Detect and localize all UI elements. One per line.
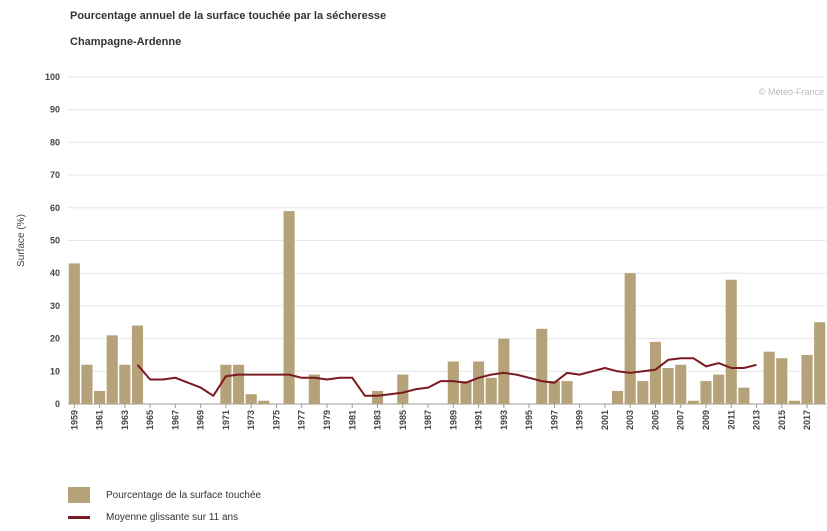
x-tick-label: 2005: [650, 410, 660, 430]
x-tick-label: 1973: [246, 410, 256, 430]
x-tick-label: 1965: [145, 410, 155, 430]
x-tick-label: 1977: [297, 410, 307, 430]
bar: [220, 364, 232, 404]
bar: [308, 374, 320, 404]
x-tick-label: 1997: [549, 410, 559, 430]
y-axis-label: Surface (%): [16, 214, 27, 267]
y-tick-label: 100: [45, 72, 60, 82]
chart-title: Pourcentage annuel de la surface touchée…: [70, 10, 387, 22]
legend-item-bars[interactable]: Pourcentage de la surface touchée: [68, 484, 261, 506]
x-tick-label: 1993: [499, 410, 509, 430]
y-tick-label: 30: [50, 301, 60, 311]
chart-subtitle: Champagne-Ardenne: [70, 36, 182, 48]
bar: [397, 374, 409, 404]
bar: [258, 400, 270, 404]
x-tick-label: 2009: [701, 410, 711, 430]
y-tick-label: 90: [50, 105, 60, 115]
x-tick-label: 1975: [271, 410, 281, 430]
bar: [637, 381, 649, 404]
bar-series: [68, 211, 826, 404]
credit-watermark: © Météo-France: [759, 87, 824, 97]
bar: [81, 364, 93, 404]
x-tick-label: 2007: [676, 410, 686, 430]
bar: [675, 364, 687, 404]
bar: [738, 387, 750, 404]
bar: [245, 394, 257, 404]
y-tick-label: 50: [50, 236, 60, 246]
bar: [131, 325, 144, 404]
legend-bar-swatch: [68, 487, 90, 503]
x-tick-label: 1971: [221, 410, 231, 430]
bar: [814, 322, 826, 404]
bar: [649, 341, 662, 404]
x-tick-label: 1979: [322, 410, 332, 430]
bar: [283, 211, 295, 404]
x-tick-label: 1963: [120, 410, 130, 430]
x-tick-label: 1961: [95, 410, 105, 430]
bar: [776, 358, 788, 404]
bar: [548, 381, 560, 404]
y-tick-label: 20: [50, 334, 60, 344]
bar: [713, 374, 725, 404]
bar: [611, 390, 624, 404]
y-tick-label: 10: [50, 366, 60, 376]
x-tick-label: 2017: [802, 410, 812, 430]
x-tick-label: 2013: [752, 410, 762, 430]
x-tick-label: 1985: [398, 410, 408, 430]
x-axis-ticks: 1959 1961 1963 1965 1967 1969 1971 1973 1975 1977…: [69, 404, 812, 430]
bar: [232, 364, 245, 404]
grid-lines: [68, 76, 826, 405]
x-tick-label: 2003: [625, 410, 635, 430]
bar: [94, 390, 106, 404]
legend: Pourcentage de la surface touchée Moyenn…: [68, 484, 261, 528]
bar: [662, 368, 674, 404]
x-tick-label: 1995: [524, 410, 534, 430]
moving-average-line: [136, 357, 757, 397]
bar: [460, 381, 472, 404]
bar: [700, 381, 712, 404]
legend-bar-label: Pourcentage de la surface touchée: [106, 489, 262, 501]
bar: [473, 361, 485, 404]
legend-line-label: Moyenne glissante sur 11 ans: [106, 511, 239, 523]
x-tick-label: 2001: [600, 410, 610, 430]
bar: [788, 400, 800, 404]
x-tick-label: 1981: [347, 410, 357, 430]
x-tick-label: 1967: [170, 410, 180, 430]
bar: [498, 338, 510, 404]
x-tick-label: 1983: [373, 410, 383, 430]
x-tick-label: 1969: [196, 410, 206, 430]
legend-item-line[interactable]: Moyenne glissante sur 11 ans: [68, 506, 261, 528]
y-tick-label: 80: [50, 137, 60, 147]
bar: [119, 364, 131, 404]
line-series: [136, 357, 757, 397]
x-tick-label: 2015: [777, 410, 787, 430]
x-tick-label: 1989: [448, 410, 458, 430]
x-tick-label: 1959: [69, 410, 79, 430]
bar: [371, 390, 384, 404]
bar: [725, 279, 737, 404]
x-tick-label: 1999: [575, 410, 585, 430]
x-tick-label: 2011: [726, 410, 736, 430]
y-tick-label: 70: [50, 170, 60, 180]
x-tick-label: 1987: [423, 410, 433, 430]
bar: [624, 273, 636, 404]
bar: [68, 263, 80, 404]
bar: [687, 400, 699, 404]
bar: [561, 381, 573, 404]
bar: [801, 354, 813, 404]
y-tick-label: 60: [50, 203, 60, 213]
y-axis-ticks: 0 10 20 30 40 50 60 70 80 90 100: [45, 72, 60, 409]
bar: [106, 335, 118, 404]
bar: [447, 361, 459, 404]
y-tick-label: 40: [50, 268, 60, 278]
bar: [763, 351, 775, 404]
y-tick-label: 0: [55, 399, 60, 409]
bar: [536, 328, 548, 404]
legend-line-swatch: [68, 515, 90, 519]
bar: [485, 377, 497, 404]
x-tick-label: 1991: [474, 410, 484, 430]
